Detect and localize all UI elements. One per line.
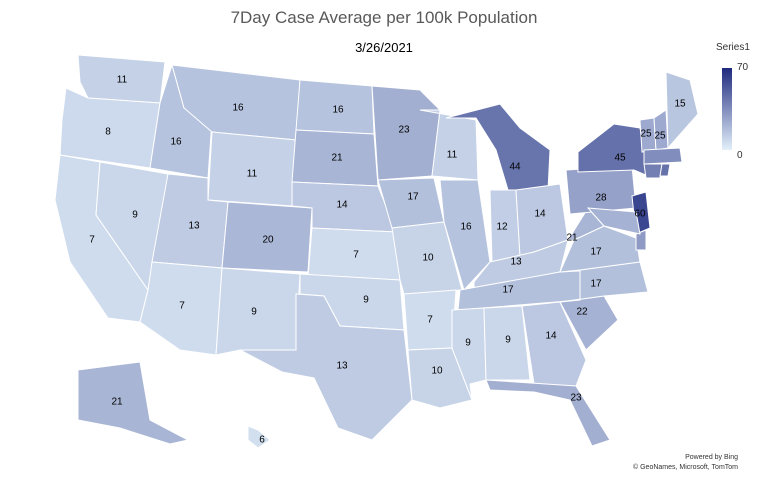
state-value-mo: 10	[422, 253, 434, 264]
state-value-in: 12	[496, 222, 508, 233]
state-ny	[577, 123, 649, 177]
state-value-mn: 23	[398, 125, 410, 136]
legend-min-label: 0	[737, 150, 743, 161]
map-credit: Powered by Bing © GeoNames, Microsoft, T…	[633, 453, 738, 473]
state-value-ky: 13	[510, 257, 522, 268]
state-pa	[565, 165, 637, 215]
state-value-ut: 13	[188, 221, 200, 232]
state-value-nj: 60	[634, 209, 646, 220]
state-value-nh: 25	[654, 131, 666, 142]
state-value-co: 20	[262, 235, 274, 246]
state-value-mi: 44	[509, 162, 521, 173]
state-value-wi: 11	[447, 150, 458, 161]
state-nm	[215, 267, 301, 356]
legend-color-bar	[722, 68, 732, 150]
state-value-wy: 11	[247, 169, 258, 180]
state-value-ca: 7	[89, 235, 95, 246]
state-value-mt: 16	[232, 103, 244, 114]
state-value-hi: 6	[259, 435, 265, 446]
state-ga	[521, 301, 587, 387]
state-value-tn: 17	[502, 285, 514, 296]
state-al	[483, 305, 531, 381]
state-ak	[77, 361, 190, 445]
state-value-nd: 16	[332, 105, 344, 116]
map-date: 3/26/2021	[355, 40, 413, 55]
state-value-ar: 7	[427, 315, 433, 326]
state-value-nm: 9	[251, 307, 257, 318]
state-ct	[643, 163, 663, 179]
legend-max-label: 70	[737, 62, 749, 73]
state-il	[439, 179, 491, 291]
state-value-id: 16	[170, 137, 182, 148]
state-ri	[659, 163, 671, 177]
credit-sources: © GeoNames, Microsoft, TomTom	[633, 464, 738, 471]
state-value-sc: 22	[576, 307, 588, 318]
state-de	[635, 229, 647, 251]
state-value-tx: 13	[336, 361, 348, 372]
state-value-al: 9	[505, 335, 511, 346]
legend-title: Series1	[716, 42, 750, 53]
state-value-ne: 14	[336, 200, 348, 211]
state-value-ak: 21	[111, 397, 123, 408]
state-value-la: 10	[431, 366, 443, 377]
state-value-vt: 25	[640, 129, 652, 140]
state-value-me: 15	[674, 99, 686, 110]
state-value-ny: 45	[614, 153, 626, 164]
state-value-ia: 17	[407, 192, 419, 203]
state-value-az: 7	[179, 301, 185, 312]
state-value-pa: 28	[595, 193, 607, 204]
state-value-wv: 21	[566, 233, 578, 244]
state-value-nv: 9	[132, 210, 138, 221]
state-md	[586, 207, 641, 235]
state-value-sd: 21	[331, 153, 343, 164]
credit-powered-by: Powered by Bing	[685, 454, 738, 461]
state-value-il: 16	[460, 222, 472, 233]
state-fl	[485, 379, 611, 447]
map-title: 7Day Case Average per 100k Population	[230, 8, 538, 27]
state-hi	[247, 425, 271, 449]
state-ma	[643, 147, 683, 165]
state-me	[665, 71, 699, 150]
state-value-va: 17	[590, 247, 602, 258]
state-value-or: 8	[105, 127, 111, 138]
state-value-nc: 17	[590, 279, 602, 290]
state-value-oh: 14	[534, 209, 546, 220]
state-value-ks: 7	[353, 250, 359, 261]
state-tx	[239, 293, 413, 441]
state-value-fl: 23	[570, 393, 582, 404]
state-value-ga: 14	[545, 331, 557, 342]
state-value-ok: 9	[363, 295, 369, 306]
state-value-wa: 11	[117, 75, 128, 86]
state-value-ms: 9	[465, 338, 471, 349]
state-la	[407, 347, 473, 409]
